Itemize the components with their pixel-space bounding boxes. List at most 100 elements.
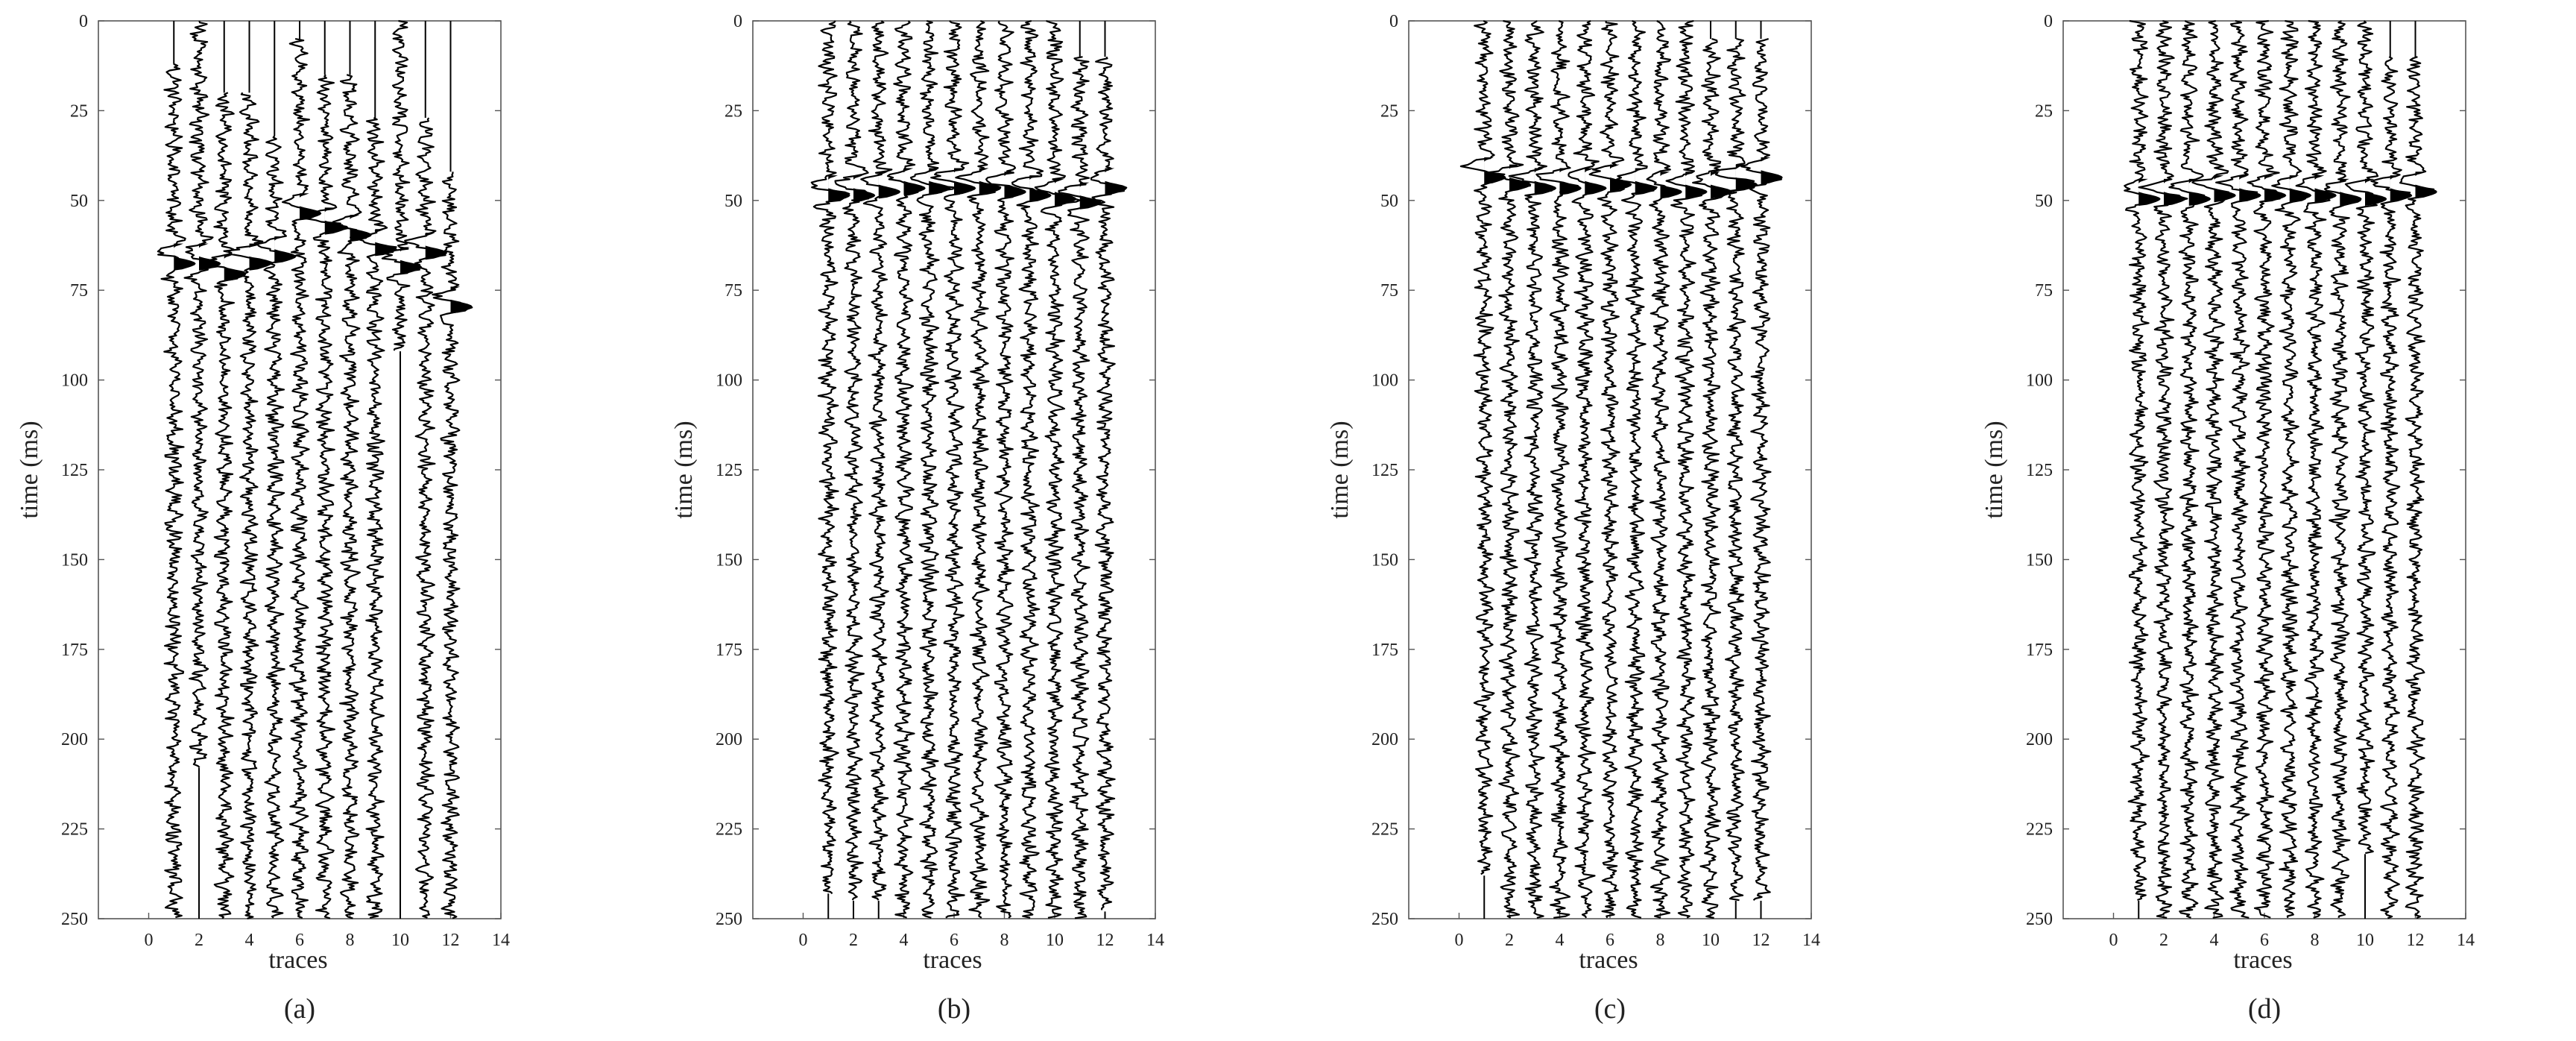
x-axis-label: traces <box>1579 946 1638 974</box>
x-tick-label: 12 <box>1752 931 1770 950</box>
y-tick-label: 125 <box>2026 461 2053 480</box>
y-axis-label: time (ms) <box>16 421 43 518</box>
seismic-trace <box>223 92 273 919</box>
seismic-trace <box>2323 20 2361 919</box>
y-tick-label: 225 <box>61 820 88 840</box>
y-tick-label: 175 <box>1371 641 1398 660</box>
seismic-trace <box>381 19 420 351</box>
x-tick-label: 12 <box>1096 931 1114 950</box>
first-arrival-fill <box>2164 178 2186 206</box>
y-tick-label: 100 <box>61 371 88 391</box>
y-axis-label: time (ms) <box>670 421 698 518</box>
seismic-trace <box>183 20 218 768</box>
x-tick-label: 6 <box>950 931 959 950</box>
first-arrival-fill <box>2239 175 2261 203</box>
x-tick-label: 0 <box>2109 931 2118 950</box>
x-tick-label: 10 <box>1702 931 1720 950</box>
x-tick-label: 6 <box>295 931 304 950</box>
x-tick-label: 8 <box>1000 931 1009 950</box>
x-tick-label: 2 <box>2159 931 2168 950</box>
seismic-trace <box>1646 20 1679 919</box>
x-tick-label: 4 <box>245 931 254 950</box>
y-tick-label: 0 <box>733 12 742 31</box>
first-arrival-fill <box>878 172 901 199</box>
y-tick-label: 50 <box>2035 192 2053 211</box>
y-tick-label: 25 <box>70 101 88 121</box>
seismic-trace <box>834 20 870 901</box>
seismic-trace <box>930 20 975 919</box>
x-tick-label: 14 <box>492 931 510 950</box>
seismic-trace <box>2370 56 2413 919</box>
seismic-trace <box>909 19 955 919</box>
y-tick-label: 150 <box>2026 550 2053 570</box>
first-arrival-fill <box>2188 178 2212 206</box>
seismic-trace <box>886 20 920 919</box>
y-tick-label: 50 <box>724 192 742 211</box>
seismic-trace <box>860 20 897 901</box>
first-arrival-fill <box>1635 168 1658 195</box>
seismic-trace <box>202 92 245 919</box>
y-tick-label: 50 <box>1380 192 1398 211</box>
y-tick-label: 150 <box>716 550 742 570</box>
x-tick-label: 2 <box>1505 931 1514 950</box>
x-tick-label: 8 <box>2311 931 2320 950</box>
first-arrival-fill <box>249 243 271 271</box>
first-arrival-fill <box>274 236 297 264</box>
first-arrival-fill <box>2289 175 2312 203</box>
first-arrival-fill <box>174 243 196 271</box>
y-tick-label: 25 <box>724 101 742 121</box>
y-tick-label: 0 <box>79 12 88 31</box>
seismic-trace <box>1535 19 1580 919</box>
seismic-trace <box>985 20 1026 919</box>
seismic-trace <box>2399 56 2435 919</box>
first-arrival-fill <box>2314 175 2337 203</box>
y-axis-label: time (ms) <box>1326 421 1354 518</box>
plot-frame <box>752 20 1156 919</box>
x-tick-label: 14 <box>2457 931 2475 950</box>
y-tick-label: 150 <box>1371 550 1398 570</box>
first-arrival-fill <box>2415 172 2437 199</box>
seismic-trace <box>2344 20 2384 855</box>
first-arrival-fill <box>1685 172 1708 199</box>
seismic-trace <box>1692 38 1731 919</box>
first-arrival-fill <box>2264 175 2287 203</box>
seismic-trace <box>2124 19 2158 902</box>
seismic-trace <box>2247 19 2283 919</box>
seismic-trace <box>1508 20 1555 919</box>
y-tick-label: 75 <box>1380 281 1398 301</box>
seismic-trace <box>1459 20 1506 875</box>
first-arrival-fill <box>1761 157 1783 185</box>
y-tick-label: 175 <box>716 641 742 660</box>
x-tick-label: 10 <box>2356 931 2374 950</box>
x-tick-label: 0 <box>145 931 154 950</box>
seismic-trace <box>1616 20 1658 919</box>
first-arrival-fill <box>2138 178 2161 206</box>
first-arrival-fill <box>1610 164 1632 192</box>
seismic-trace <box>256 135 291 919</box>
seismic-trace <box>332 74 367 919</box>
first-arrival-fill <box>1660 172 1682 199</box>
y-tick-label: 200 <box>716 730 742 749</box>
first-arrival-fill <box>954 168 976 195</box>
first-arrival-fill <box>2214 175 2236 203</box>
first-arrival-fill <box>1559 168 1582 195</box>
y-tick-label: 200 <box>2026 730 2053 749</box>
y-tick-label: 175 <box>61 641 88 660</box>
seismic-trace <box>432 172 473 919</box>
x-axis-label: traces <box>923 946 982 974</box>
first-arrival-fill <box>929 168 951 195</box>
seismic-trace <box>1665 19 1702 919</box>
y-tick-label: 125 <box>716 461 742 480</box>
first-arrival-fill <box>375 229 397 257</box>
panel-caption: (b) <box>938 993 970 1025</box>
first-arrival-fill <box>1105 168 1127 195</box>
y-tick-label: 150 <box>61 550 88 570</box>
seismic-trace <box>2168 20 2208 919</box>
seismic-trace <box>2271 19 2311 918</box>
y-tick-label: 75 <box>724 281 742 301</box>
seismic-trace <box>1740 38 1782 902</box>
y-tick-label: 225 <box>2026 820 2053 840</box>
x-tick-label: 0 <box>1455 931 1464 950</box>
x-tick-label: 0 <box>799 931 808 950</box>
